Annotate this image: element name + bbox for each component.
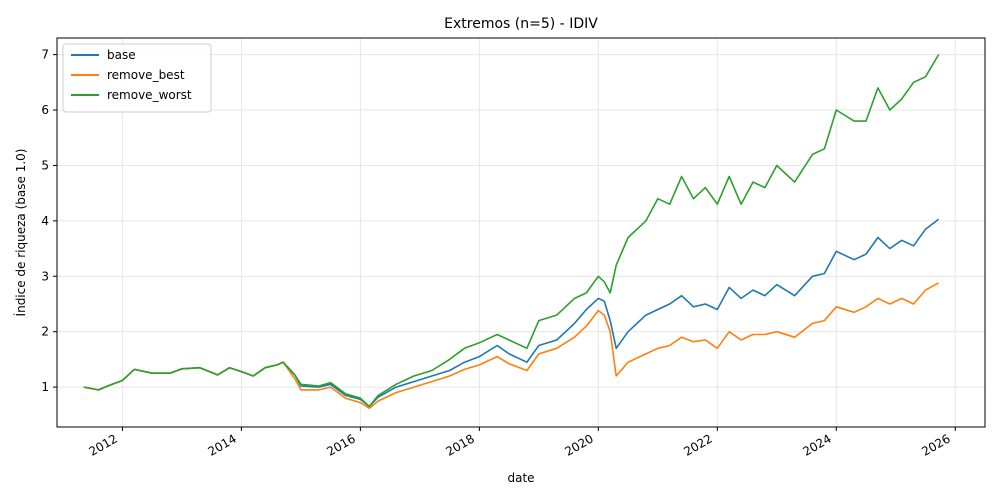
grid — [57, 38, 985, 427]
y-tick-label: 3 — [41, 269, 49, 283]
y-tick-label: 1 — [41, 380, 49, 394]
legend-box — [62, 43, 212, 113]
legend: base remove_best remove_worst — [62, 43, 212, 113]
series-line-remove-worst — [83, 54, 940, 408]
y-axis-ticks: 1 2 3 4 5 6 7 — [41, 48, 57, 394]
y-tick-label: 6 — [41, 103, 49, 117]
x-axis-label: date — [507, 471, 534, 485]
legend-label-base: base — [107, 48, 136, 62]
y-tick-label: 4 — [41, 214, 49, 228]
plot-frame — [56, 37, 986, 428]
y-tick-label: 5 — [41, 158, 49, 172]
series-lines — [83, 54, 940, 409]
y-tick-label: 7 — [41, 48, 49, 62]
y-axis-label: Índice de riqueza (base 1.0) — [13, 149, 28, 317]
chart-title: Extremos (n=5) - IDIV — [444, 16, 598, 32]
plot-area — [57, 38, 985, 427]
y-tick-label: 2 — [41, 325, 49, 339]
legend-label-remove-best: remove_best — [107, 68, 185, 82]
legend-label-remove-worst: remove_worst — [107, 88, 192, 102]
